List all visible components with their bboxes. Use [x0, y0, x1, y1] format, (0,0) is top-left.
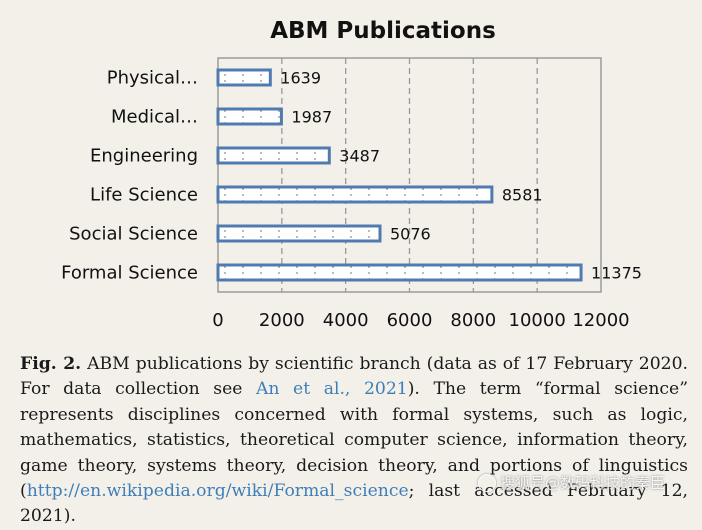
- figure-caption: Fig. 2. ABM publications by scientific b…: [20, 352, 688, 530]
- x-tick-label: 8000: [450, 310, 496, 331]
- category-label: Physical…: [107, 68, 198, 89]
- x-tick-label: 6000: [387, 310, 433, 331]
- x-tick-label: 2000: [259, 310, 305, 331]
- data-label: 1639: [280, 69, 321, 88]
- bar: [216, 107, 283, 126]
- plot-area: [217, 57, 602, 293]
- labels: 0 2000 4000 6000 8000 10000 12000 Physical… 1639…: [61, 68, 642, 332]
- chart-figure: ABM Publications 0 2000 4000 6000 8000 10000 1…: [61, 18, 642, 332]
- chart-title: ABM Publications: [270, 18, 496, 44]
- grid: [281, 58, 538, 292]
- category-label: Engineering: [90, 146, 198, 167]
- x-tick-label: 0: [212, 310, 223, 331]
- x-tick-label: 12000: [572, 310, 629, 331]
- category-label: Formal Science: [61, 263, 198, 284]
- bars: [216, 68, 583, 282]
- category-label: Life Science: [90, 185, 198, 206]
- reference-link[interactable]: An et al., 2021: [256, 379, 408, 400]
- category-label: Social Science: [69, 224, 198, 245]
- category-label: Medical…: [111, 107, 198, 128]
- x-tick-label: 4000: [323, 310, 369, 331]
- data-label: 1987: [291, 108, 332, 127]
- figure-label: Fig. 2.: [20, 354, 82, 374]
- wechat-like-icon: [478, 473, 496, 492]
- bar: [216, 263, 583, 282]
- bar: [216, 68, 272, 87]
- bar-chart: ABM Publications 0 2000 4000 6000 8000 10000 1…: [61, 18, 642, 332]
- x-tick-label: 10000: [509, 310, 566, 331]
- bar: [216, 224, 382, 243]
- wikipedia-link[interactable]: http://en.wikipedia.org/wiki/Formal_scie…: [26, 481, 409, 502]
- bar: [216, 185, 494, 204]
- watermark: 搜狐号@数码科技的秦臣: [478, 472, 665, 493]
- bar: [216, 146, 331, 165]
- data-label: 3487: [339, 147, 380, 166]
- caption-text-1: ABM publications by scientific branch (d…: [20, 354, 688, 400]
- caption-text-2: ). The term “formal science” represents …: [20, 379, 688, 502]
- data-label: 5076: [390, 225, 431, 244]
- data-label: 11375: [591, 264, 642, 283]
- data-label: 8581: [502, 186, 543, 205]
- watermark-text: 搜狐号@数码科技的秦臣: [500, 474, 666, 492]
